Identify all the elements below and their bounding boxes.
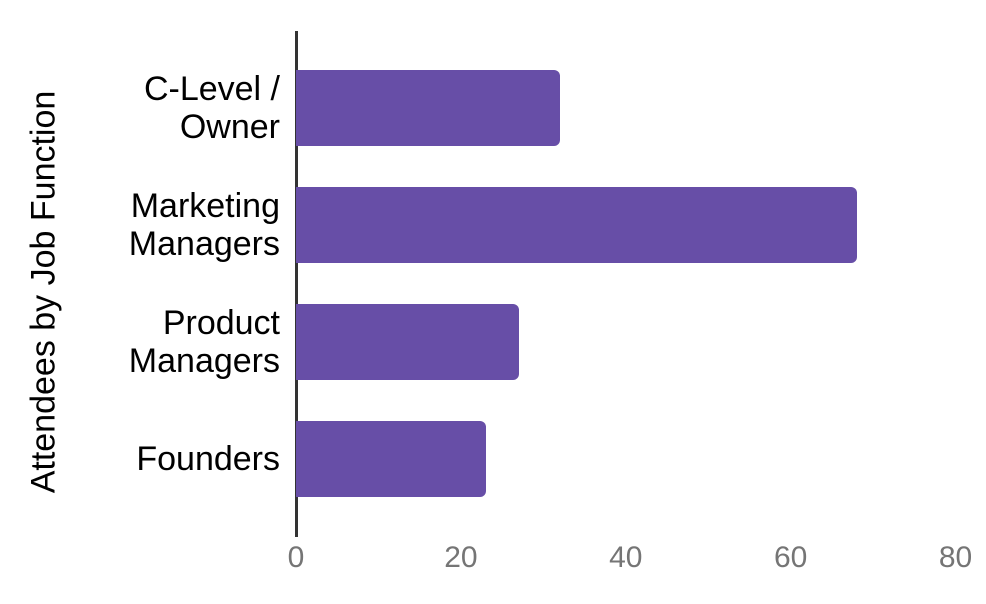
x-tick-label: 20 — [444, 541, 478, 574]
x-tick-label: 80 — [938, 541, 973, 574]
category-label: Marketing Managers — [128, 186, 280, 263]
x-tick-label: 0 — [287, 541, 305, 574]
x-tick-label: 40 — [609, 541, 643, 574]
x-tick-label: 60 — [773, 541, 808, 574]
category-label: Product Managers — [128, 304, 280, 381]
bar — [296, 69, 560, 146]
bar — [296, 186, 857, 263]
category-label: Founders — [136, 440, 280, 479]
y-axis-title: Attendees by Job Function — [24, 90, 63, 494]
category-label: C-Level / Owner — [143, 69, 280, 146]
y-axis-line — [295, 31, 298, 537]
bar — [296, 304, 519, 381]
bar — [296, 421, 486, 498]
